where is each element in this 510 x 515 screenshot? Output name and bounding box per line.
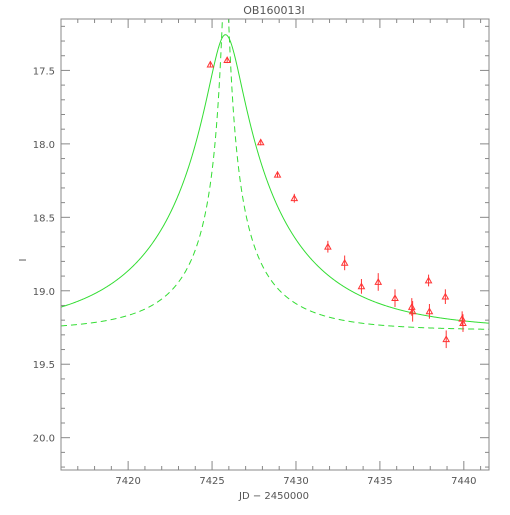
data-point <box>223 56 232 64</box>
x-tick-label: 7425 <box>199 476 224 487</box>
y-tick-label: 17.5 <box>33 66 55 77</box>
data-point <box>374 273 383 291</box>
y-tick-label: 18.5 <box>33 213 55 224</box>
triangle-marker <box>290 194 299 202</box>
data-point <box>340 255 349 271</box>
model-curve-solid <box>61 34 489 324</box>
triangle-marker <box>424 276 433 284</box>
data-points <box>206 56 467 349</box>
data-point <box>391 289 399 307</box>
triangle-marker <box>256 138 265 146</box>
data-point <box>324 240 332 253</box>
y-tick-label: 20.0 <box>33 434 55 445</box>
triangle-marker <box>408 307 417 315</box>
data-point <box>256 138 265 146</box>
plot-frame <box>60 18 490 471</box>
data-point <box>408 301 417 322</box>
triangle-marker <box>273 170 282 178</box>
model-curve-dashed <box>61 19 489 330</box>
data-point <box>206 60 215 68</box>
chart-title: OB160013I <box>243 4 304 17</box>
triangle-marker <box>425 307 434 315</box>
data-point <box>424 274 433 287</box>
triangle-marker <box>391 294 399 302</box>
triangle-marker <box>357 282 366 290</box>
triangle-marker <box>340 258 349 266</box>
y-tick-label: 19.0 <box>33 287 55 298</box>
triangle-marker <box>324 242 332 250</box>
y-tick-label: 18.0 <box>33 140 55 151</box>
data-point <box>459 314 467 332</box>
y-tick-label: 19.5 <box>33 360 55 371</box>
axis-ticks: 7420 7425 7430 7435 7440 17.5 18.0 18.5 19.0 19.5… <box>33 19 489 487</box>
triangle-marker <box>374 277 383 285</box>
triangle-marker <box>206 60 215 68</box>
triangle-marker <box>442 335 451 343</box>
x-tick-label: 7430 <box>283 476 308 487</box>
x-axis-label: JD − 2450000 <box>238 491 309 502</box>
triangle-marker <box>441 292 450 300</box>
data-point <box>458 311 466 327</box>
y-axis-label: I <box>18 259 29 262</box>
data-point <box>441 289 450 304</box>
model-curves <box>61 19 489 330</box>
x-tick-label: 7435 <box>367 476 392 487</box>
x-tick-label: 7420 <box>115 476 140 487</box>
data-point <box>442 330 451 349</box>
triangle-marker <box>459 319 467 326</box>
data-point <box>273 170 282 178</box>
triangle-marker <box>223 56 232 64</box>
data-point <box>290 193 299 203</box>
data-point <box>425 303 434 319</box>
x-tick-label: 7440 <box>451 476 476 487</box>
data-point <box>357 279 366 294</box>
